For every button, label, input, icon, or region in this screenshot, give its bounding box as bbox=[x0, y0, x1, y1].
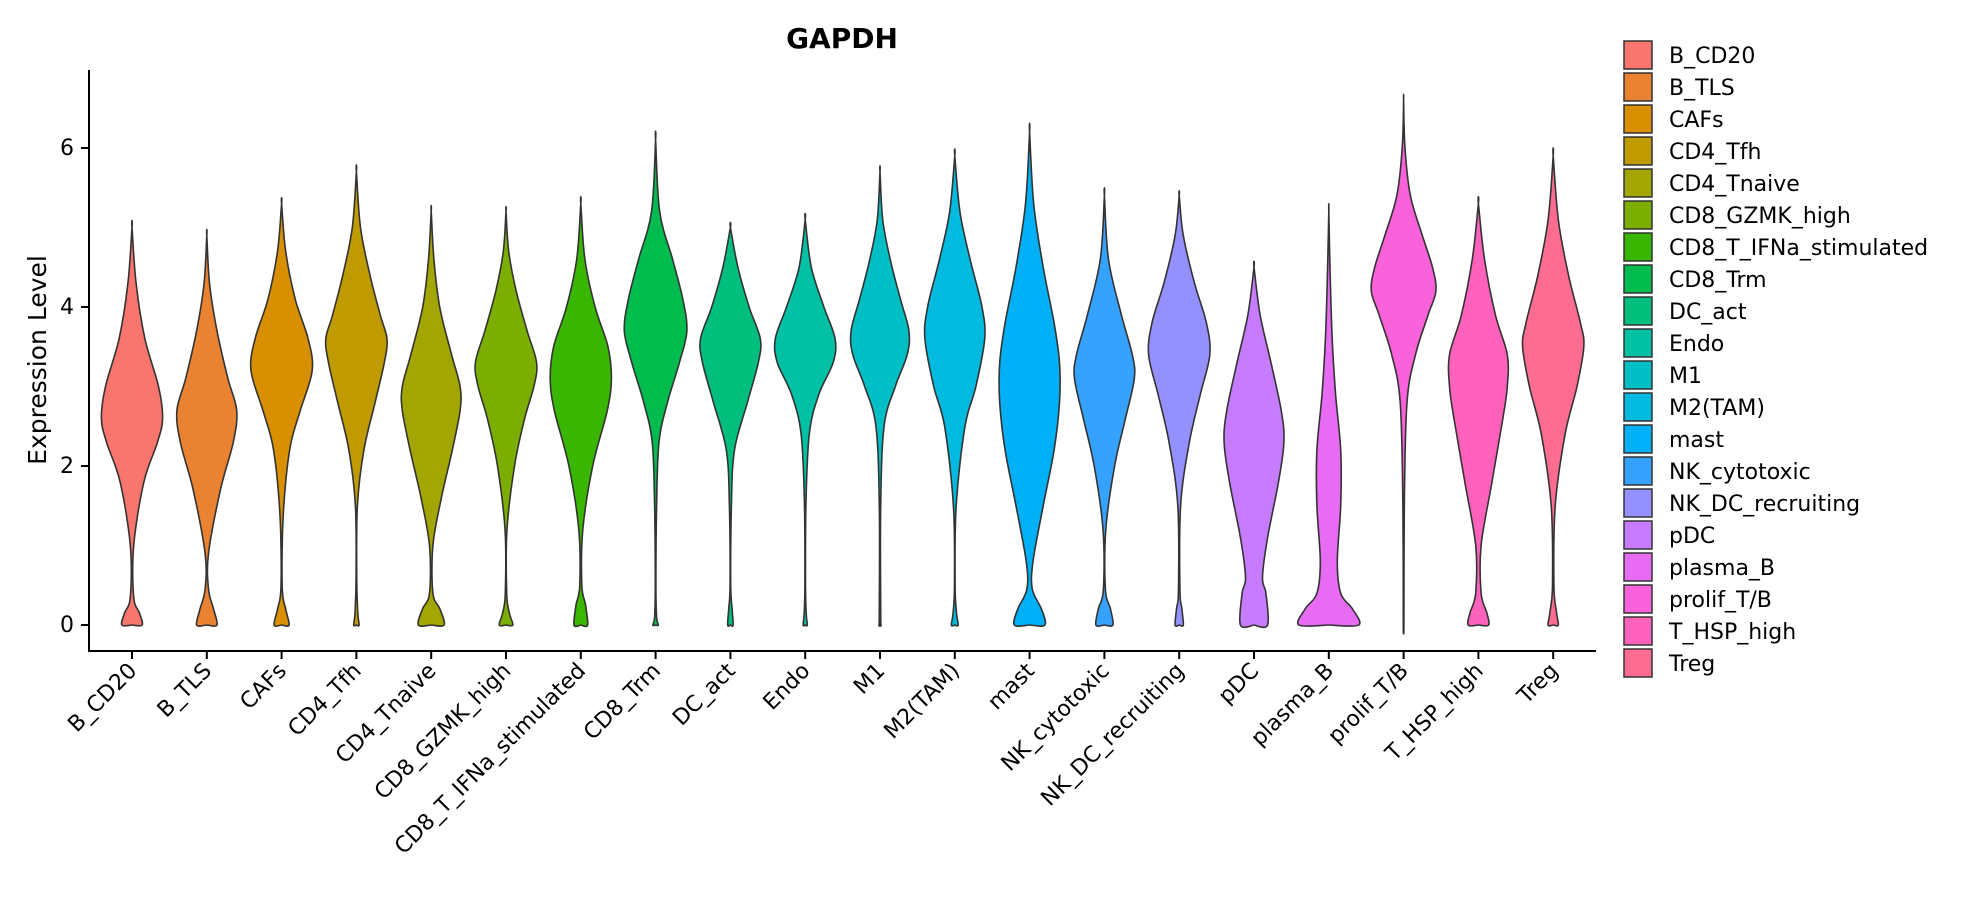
legend-label: Treg bbox=[1668, 652, 1715, 677]
legend-swatch bbox=[1623, 424, 1653, 454]
legend-swatch bbox=[1623, 616, 1653, 646]
x-tick-label: CD8_GZMK_high bbox=[370, 659, 516, 805]
legend-swatch bbox=[1623, 360, 1653, 390]
legend-label: mast bbox=[1669, 428, 1724, 453]
legend-swatch bbox=[1623, 168, 1653, 198]
violin-endo bbox=[773, 212, 837, 627]
legend-label: pDC bbox=[1669, 524, 1715, 549]
legend-swatch bbox=[1623, 296, 1653, 326]
legend-label: M1 bbox=[1669, 364, 1702, 389]
violin-m1 bbox=[849, 165, 911, 627]
violin-mast bbox=[998, 122, 1061, 627]
legend-label: CD8_GZMK_high bbox=[1669, 204, 1851, 229]
violin-cd8-t-ifna-stimulated bbox=[549, 195, 613, 628]
violin-cd4-tnaive bbox=[400, 204, 462, 627]
x-ticks: B_CD20 B_TLS CAFsCD4_TfhCD4_TnaiveCD8_GZMK… bbox=[63, 651, 1563, 859]
x-tick-label: B_CD20 bbox=[63, 659, 142, 738]
violin-b-tls bbox=[175, 228, 238, 627]
legend-label: CD8_T_IFNa_stimulated bbox=[1669, 236, 1928, 261]
violin-m2-tam- bbox=[923, 148, 986, 627]
legend-swatch bbox=[1623, 584, 1653, 614]
legend-label: prolif_T/B bbox=[1669, 588, 1772, 613]
legend-swatch bbox=[1623, 104, 1653, 134]
violin-t-hsp-high bbox=[1447, 195, 1510, 627]
legend-label: Endo bbox=[1669, 332, 1724, 357]
violin-nk-dc-recruiting bbox=[1147, 189, 1211, 627]
x-tick-label: DC_act bbox=[668, 658, 741, 731]
legend-label: plasma_B bbox=[1669, 556, 1775, 581]
violin-cd4-tfh bbox=[324, 164, 388, 627]
x-tick-label: pDC bbox=[1214, 659, 1264, 709]
violin-pdc bbox=[1223, 260, 1285, 629]
legend-swatch bbox=[1623, 72, 1653, 102]
legend-label: NK_DC_recruiting bbox=[1669, 492, 1860, 517]
legend-swatch bbox=[1623, 648, 1653, 678]
violin-prolif-t-b bbox=[1370, 93, 1437, 635]
legend-label: CD8_Trm bbox=[1669, 268, 1767, 293]
y-tick-label: 4 bbox=[60, 295, 74, 320]
violins-group bbox=[100, 93, 1585, 635]
legend-swatch bbox=[1623, 200, 1653, 230]
x-tick-label: NK_DC_recruiting bbox=[1037, 659, 1190, 812]
violin-plasma-b bbox=[1296, 202, 1361, 627]
legend-label: DC_act bbox=[1669, 300, 1747, 325]
legend-label: CD4_Tfh bbox=[1669, 140, 1761, 165]
x-tick-label: mast bbox=[983, 658, 1040, 715]
legend-label: CD4_Tnaive bbox=[1669, 172, 1800, 197]
x-tick-label: M2(TAM) bbox=[880, 659, 965, 744]
legend-label: T_HSP_high bbox=[1668, 620, 1796, 645]
legend-swatch bbox=[1623, 328, 1653, 358]
x-tick-label: CAFs bbox=[236, 659, 292, 715]
y-tick-label: 0 bbox=[60, 613, 74, 638]
legend-swatch bbox=[1623, 488, 1653, 518]
y-tick-label: 6 bbox=[60, 136, 74, 161]
x-tick-label: B_TLS bbox=[153, 659, 217, 723]
violin-cd8-gzmk-high bbox=[474, 205, 538, 627]
violin-cd8-trm bbox=[623, 130, 688, 627]
x-tick-label: CD8_Trm bbox=[579, 659, 666, 746]
violin-cafs bbox=[249, 196, 314, 627]
y-ticks: 0 2 4 6 bbox=[60, 136, 89, 638]
x-tick-label: M1 bbox=[849, 659, 890, 700]
legend-swatch bbox=[1623, 552, 1653, 582]
legend-label: B_CD20 bbox=[1669, 44, 1755, 69]
legend-swatch bbox=[1623, 264, 1653, 294]
violin-treg bbox=[1521, 147, 1585, 627]
legend-label: CAFs bbox=[1669, 108, 1724, 133]
y-axis-label: Expression Level bbox=[23, 255, 52, 465]
x-tick-label: Treg bbox=[1512, 659, 1563, 710]
legend-swatch bbox=[1623, 232, 1653, 262]
chart-title: GAPDH bbox=[786, 22, 898, 55]
violin-nk-cytotoxic bbox=[1073, 186, 1136, 627]
legend-swatch bbox=[1623, 392, 1653, 422]
legend-swatch bbox=[1623, 456, 1653, 486]
violin-dc-act bbox=[699, 221, 762, 627]
legend-label: M2(TAM) bbox=[1669, 396, 1765, 421]
violin-b-cd20 bbox=[100, 219, 164, 627]
legend-swatch bbox=[1623, 520, 1653, 550]
legend-swatch bbox=[1623, 40, 1653, 70]
legend-label: NK_cytotoxic bbox=[1669, 460, 1811, 485]
y-tick-label: 2 bbox=[60, 454, 74, 479]
x-tick-label: Endo bbox=[759, 659, 816, 716]
legend-label: B_TLS bbox=[1669, 76, 1735, 101]
legend: B_CD20 B_TLS CAFs CD4_Tfh CD4_Tnaive CD8_GZMK… bbox=[1623, 40, 1928, 678]
legend-swatch bbox=[1623, 136, 1653, 166]
